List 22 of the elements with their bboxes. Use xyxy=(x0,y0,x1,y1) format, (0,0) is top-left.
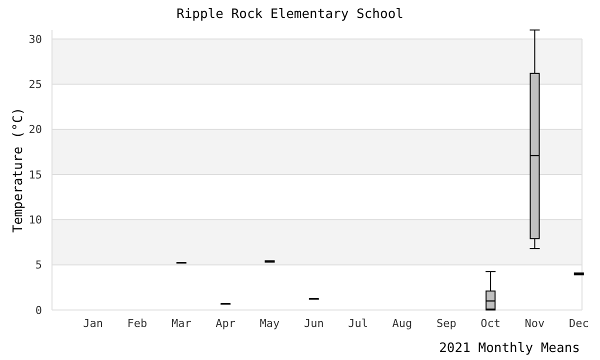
x-tick-label: Dec xyxy=(568,317,589,330)
y-tick-label: 0 xyxy=(35,304,42,317)
chart-title: Ripple Rock Elementary School xyxy=(176,7,404,22)
x-tick-label: Feb xyxy=(127,317,148,330)
y-tick-label: 25 xyxy=(28,78,42,92)
x-tick-label: Jan xyxy=(83,317,104,330)
y-axis-title: Temperature (°C) xyxy=(11,107,26,233)
x-axis-title: 2021 Monthly Means xyxy=(439,341,580,356)
y-tick-label: 5 xyxy=(35,258,42,272)
x-tick-label: May xyxy=(260,317,280,330)
x-tick-label: Jul xyxy=(348,317,368,330)
y-tick-label: 10 xyxy=(28,214,42,227)
x-tick-label: Aug xyxy=(392,317,412,330)
x-tick-label: Jun xyxy=(304,317,324,330)
y-tick-label: 15 xyxy=(28,168,42,182)
x-tick-label: Oct xyxy=(480,317,501,330)
x-tick-label: Nov xyxy=(524,317,546,330)
x-tick-label: Mar xyxy=(171,317,192,330)
y-tick-label: 30 xyxy=(28,32,42,46)
x-tick-label: Apr xyxy=(216,317,236,330)
y-tick-label: 20 xyxy=(28,123,42,136)
x-tick-label: Sep xyxy=(436,317,456,330)
